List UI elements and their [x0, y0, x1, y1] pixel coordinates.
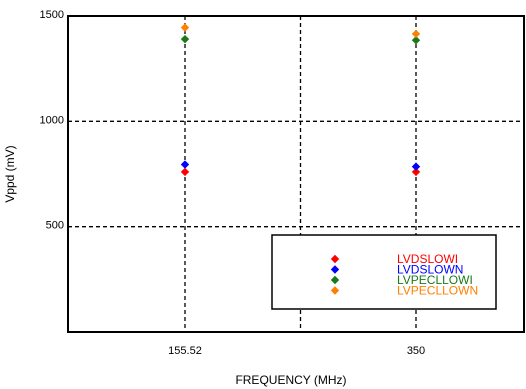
legend-label: LVPECLLOWN — [397, 284, 478, 298]
data-point — [180, 23, 190, 32]
y-tick-label: 500 — [46, 220, 64, 232]
legend-label: LVPECLLOWI — [397, 273, 473, 287]
data-points — [180, 23, 421, 177]
legend-marker — [330, 286, 340, 295]
data-point — [411, 167, 421, 177]
legend-marker — [330, 254, 340, 264]
y-axis-title: Vppd (mV) — [3, 145, 17, 202]
plot-frame — [67, 15, 525, 333]
y-tick-label: 1500 — [40, 9, 64, 21]
data-point — [411, 29, 421, 39]
data-point — [411, 162, 421, 171]
legend-marker — [330, 275, 340, 285]
legend-marker — [330, 265, 340, 274]
data-point — [411, 36, 421, 45]
data-point — [180, 160, 190, 169]
y-tick-label: 1000 — [40, 114, 64, 126]
x-tick-label: 350 — [407, 345, 425, 357]
x-tick-label: 155.52 — [168, 345, 202, 357]
data-point — [180, 167, 190, 177]
x-axis-title: FREQUENCY (MHz) — [235, 373, 346, 387]
x-axis-ticks: 155.52 350 — [168, 345, 425, 357]
legend-label: LVDSLOWI — [397, 252, 458, 266]
data-point — [180, 34, 190, 44]
legend-box — [271, 234, 497, 310]
legend-label: LVDSLOWN — [397, 263, 463, 277]
y-axis-ticks: 500 1000 1500 — [40, 9, 64, 232]
